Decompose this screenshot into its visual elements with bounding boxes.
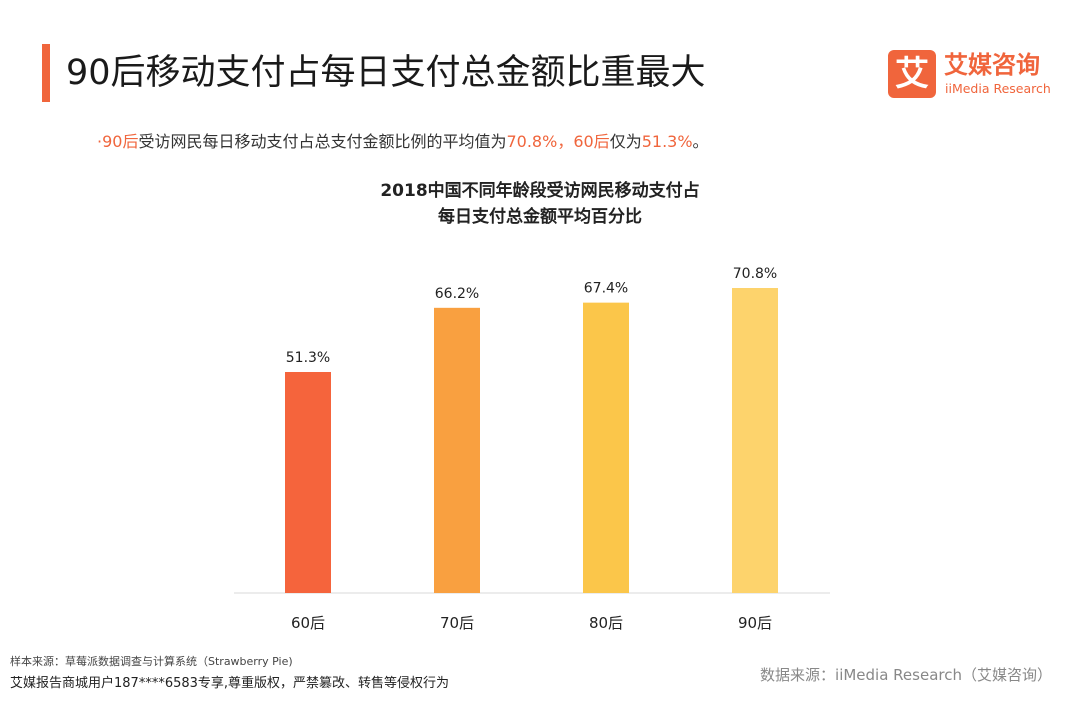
bar-value-label-3: 67.4% [584, 281, 628, 297]
summary-highlight-90s: 90后 [102, 132, 139, 151]
logo-mark-icon: 艾 [888, 50, 936, 98]
bar-3 [583, 302, 629, 593]
chart-title-line-2: 每日支付总金额平均百分比 [438, 207, 642, 227]
chart-title-line-1: 2018中国不同年龄段受访网民移动支付占 [380, 181, 700, 201]
x-tick-label-2: 70后 [440, 614, 474, 632]
summary-text-body: 受访网民每日移动支付占总支付金额比例的平均值为 [138, 132, 507, 151]
logo-cn-text: 艾媒咨询 [944, 51, 1040, 79]
bar-value-label-4: 70.8% [733, 266, 777, 282]
x-tick-label-4: 90后 [738, 614, 772, 632]
bar-value-label-1: 51.3% [286, 350, 330, 366]
summary-text-end: 。 [692, 132, 709, 151]
bar-2 [434, 307, 480, 593]
sample-source: 样本来源：草莓派数据调查与计算系统（Strawberry Pie) [10, 655, 293, 668]
bar-value-label-2: 66.2% [435, 286, 479, 302]
page-title: 90后移动支付占每日支付总金额比重最大 [66, 53, 706, 93]
summary-highlight-513: 51.3% [641, 132, 693, 151]
bar-4 [732, 288, 778, 593]
title-accent-bar [42, 44, 50, 102]
iimedia-logo: 艾 艾媒咨询 iiMedia Research [888, 50, 1058, 100]
logo-en-text: iiMedia Research [945, 81, 1051, 96]
data-source: 数据来源：iiMedia Research（艾媒咨询） [760, 666, 1052, 684]
summary-bullet: · [97, 132, 103, 151]
summary-text-only: 仅为 [609, 132, 642, 151]
bar-1 [285, 372, 331, 593]
summary-text: ·90后受访网民每日移动支付占总支付金额比例的平均值为70.8%，60后仅为51… [97, 130, 709, 154]
copyright-notice: 艾媒报告商城用户187****6583专享,尊重版权，严禁篡改、转售等侵权行为 [10, 676, 450, 691]
x-tick-label-3: 80后 [589, 614, 623, 632]
x-tick-label-1: 60后 [291, 614, 325, 632]
summary-highlight-708: 70.8%，60后 [506, 132, 610, 151]
